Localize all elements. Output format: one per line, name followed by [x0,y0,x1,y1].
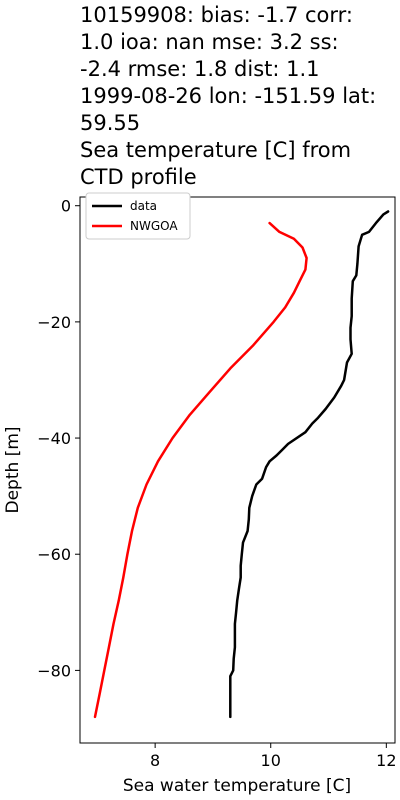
title-line-3: -2.4 rmse: 1.8 dist: 1.1 [80,57,320,81]
title-line-4: 1999-08-26 lon: -151.59 lat: [80,84,376,108]
title-line-7: CTD profile [80,165,197,189]
x-tick-label: 12 [376,751,396,770]
x-axis-label: Sea water temperature [C] [123,776,351,796]
x-tick-label: 8 [150,751,160,770]
x-tick-label: 10 [261,751,281,770]
title-line-2: 1.0 ioa: nan mse: 3.2 ss: [80,30,339,54]
series-line-data [229,210,390,719]
legend-box [85,192,191,240]
legend-label-data: data [130,199,157,213]
plot-frame [79,196,396,744]
y-axis: 0 −20 −40 −60 −80 [37,197,80,680]
title-line-5: 59.55 [80,111,140,135]
plot-series [93,210,390,719]
y-tick-label: −80 [37,661,71,680]
title-line-6: Sea temperature [C] from [80,138,351,162]
y-tick-label: −40 [37,429,71,448]
title-line-1: 10159908: bias: -1.7 corr: [80,3,353,27]
y-tick-label: −20 [37,313,71,332]
y-tick-label: 0 [61,197,71,216]
x-axis: 8 10 12 [150,743,397,770]
legend-label-nwgoa: NWGOA [130,219,178,233]
legend: data NWGOA [85,192,191,240]
y-axis-label: Depth [m] [3,426,23,513]
y-tick-label: −60 [37,545,71,564]
chart-title: 10159908: bias: -1.7 corr: 1.0 ioa: nan … [80,3,376,189]
series-line-nwgoa [93,221,308,719]
